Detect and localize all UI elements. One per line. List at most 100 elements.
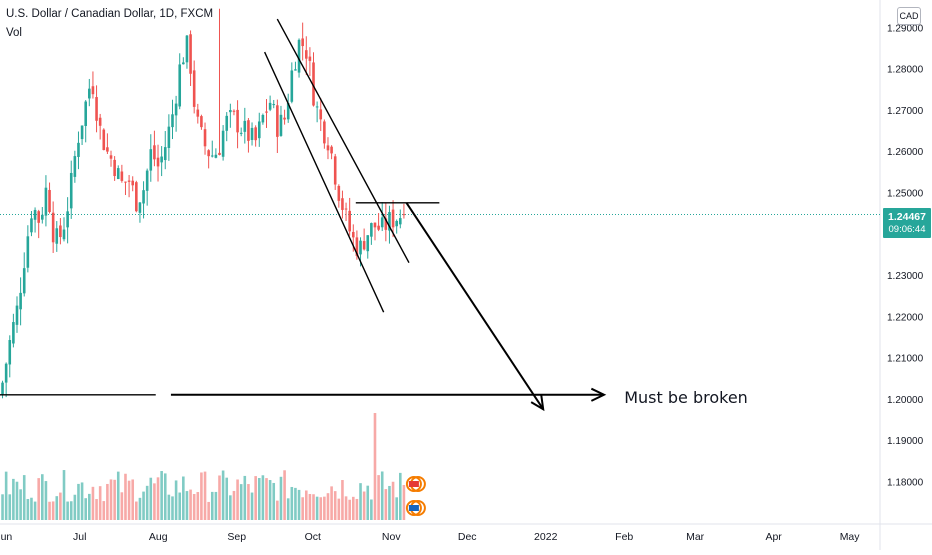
volume-bar	[359, 483, 362, 520]
volume-bar	[192, 494, 196, 520]
volume-bar	[22, 475, 26, 520]
candle-body	[37, 211, 40, 223]
candle-body	[88, 88, 91, 99]
time-tick-label: Sep	[227, 531, 246, 543]
volume-bar	[55, 496, 59, 520]
arrow-head	[530, 395, 545, 412]
bar-countdown: 09:06:44	[888, 224, 926, 235]
volume-bar	[26, 498, 30, 520]
price-tick-label: 1.27000	[887, 106, 924, 117]
volume-bar	[4, 471, 8, 520]
volume-bar	[113, 479, 116, 520]
volume-bar	[330, 486, 333, 520]
volume-bar	[304, 490, 308, 520]
volume-bar	[294, 487, 297, 520]
candle-body	[69, 172, 73, 209]
flag-icon	[408, 481, 419, 487]
volume-bar	[265, 478, 268, 520]
volume-bar	[402, 485, 406, 520]
drawings[interactable]: Must be broken	[0, 18, 748, 516]
candle-body	[12, 322, 15, 344]
candle-body	[77, 142, 80, 157]
candle-body	[102, 129, 106, 151]
candle-body	[286, 103, 290, 120]
volume-bar	[106, 483, 109, 520]
volume-bar	[308, 493, 312, 520]
candle-body	[178, 64, 182, 107]
candle-body	[138, 202, 142, 213]
volume-bar	[131, 479, 135, 520]
candle-body	[80, 125, 84, 140]
volume-bars	[1, 413, 406, 520]
volume-bar	[366, 485, 370, 520]
volume-bar	[69, 501, 73, 520]
candle-body	[106, 147, 109, 152]
volume-bar	[127, 480, 131, 520]
candle-body	[243, 120, 247, 132]
candle-body	[33, 209, 37, 220]
candle-body	[272, 104, 276, 106]
candle-body	[239, 132, 243, 134]
volume-bar	[120, 492, 124, 520]
candle-body	[362, 241, 366, 250]
volume-bar	[312, 494, 315, 520]
volume-bar	[12, 478, 15, 520]
time-tick-label: May	[840, 531, 861, 543]
volume-bar	[319, 497, 323, 520]
candle-body	[120, 171, 124, 181]
volume-bar	[283, 470, 286, 520]
volume-bar	[200, 472, 203, 520]
time-tick-label: 2022	[534, 531, 558, 543]
candle-body	[323, 121, 326, 144]
candle-body	[377, 225, 380, 230]
candle-body	[116, 168, 120, 180]
candle-body	[315, 106, 319, 108]
candle-body	[398, 218, 402, 225]
channel-line	[276, 18, 410, 263]
candle-body	[135, 182, 138, 212]
volume-bar	[142, 491, 145, 520]
candle-body	[55, 228, 59, 244]
volume-indicator-label[interactable]: Vol	[6, 27, 22, 39]
volume-bar	[30, 497, 33, 520]
volume-bar	[196, 492, 200, 520]
candle-body	[22, 268, 26, 294]
arrow-head	[590, 387, 607, 402]
volume-bar	[145, 485, 149, 520]
candle-body	[127, 180, 131, 182]
candle-body	[174, 103, 178, 116]
candle-body	[218, 152, 221, 155]
volume-bar	[355, 498, 359, 520]
volume-bar	[77, 483, 80, 520]
volume-bar	[8, 494, 12, 520]
price-tick-label: 1.29000	[887, 23, 924, 34]
price-tick-label: 1.20000	[887, 395, 924, 406]
volume-bar	[207, 501, 210, 520]
volume-bar	[377, 475, 380, 520]
volume-bar	[229, 495, 232, 520]
candle-body	[160, 156, 163, 163]
volume-bar	[15, 481, 19, 520]
candle-body	[319, 109, 323, 120]
currency-badge[interactable]: CAD	[897, 7, 921, 25]
volume-bar	[163, 473, 167, 520]
candle-body	[380, 217, 384, 228]
candle-body	[4, 363, 8, 383]
price-tick-label: 1.22000	[887, 312, 924, 323]
time-tick-label: Dec	[458, 531, 477, 543]
candle-body	[163, 147, 167, 161]
candle-body	[395, 220, 398, 227]
volume-bar	[261, 475, 265, 520]
volume-bar	[218, 475, 221, 520]
volume-bar	[171, 496, 174, 520]
time-tick-label: Mar	[686, 531, 705, 543]
candle-body	[19, 292, 22, 310]
symbol-title[interactable]: U.S. Dollar / Canadian Dollar, 1D, FXCM	[6, 8, 214, 20]
volume-bar	[88, 493, 91, 520]
candle-body	[348, 210, 351, 232]
volume-bar	[135, 501, 138, 520]
volume-bar	[98, 486, 102, 520]
candle-body	[337, 185, 341, 201]
